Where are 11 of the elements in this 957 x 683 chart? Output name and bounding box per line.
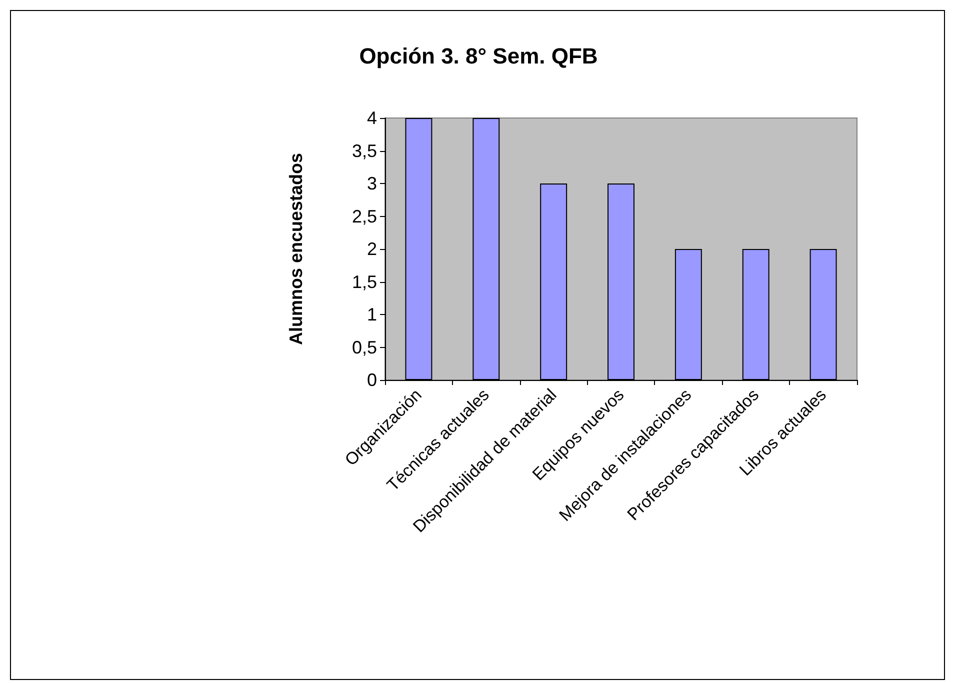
y-tick-label: 4 [366, 108, 377, 128]
y-tick-label: 3 [366, 174, 377, 194]
y-tick-label: 0,5 [352, 337, 377, 358]
y-tick-label: 2 [366, 239, 377, 259]
y-tick-label: 2,5 [352, 206, 377, 226]
y-tick-label: 3,5 [352, 140, 377, 161]
y-axis-title: Alumnos encuestados [286, 152, 306, 346]
y-tick-label: 1 [366, 304, 377, 324]
y-tick-label: 0 [366, 370, 377, 390]
y-tick-label: 1,5 [352, 272, 377, 292]
chart-title: Opción 3. 8° Sem. QFB [359, 44, 598, 68]
